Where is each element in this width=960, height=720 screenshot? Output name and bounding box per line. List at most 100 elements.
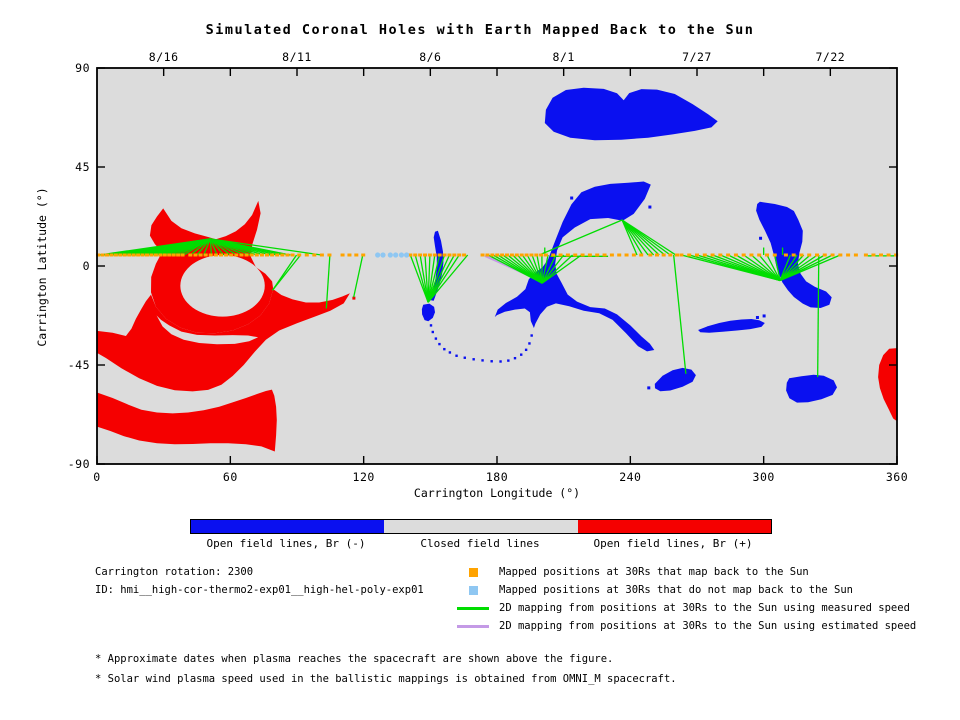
mapped-position-dot [96,253,101,257]
closed-field-gap [156,315,259,345]
mapped-position-dot [234,253,239,257]
mapped-position-dot [167,253,172,257]
mapped-position-dot [539,253,544,257]
mapped-position-dot [846,253,851,257]
colorbar-open-negative [191,520,385,533]
mapping-line-measured [621,219,677,256]
mapped-position-dot [505,253,509,257]
mapped-position-dot [203,253,208,257]
mapped-position-dot [437,253,442,257]
mapped-position-dot [140,253,145,257]
mapped-position-dot [514,253,519,257]
legend-label-estimated: 2D mapping from positions at 30Rs to the… [499,620,917,632]
mapped-position-dot [109,253,114,257]
mapped-position-dot [319,253,324,257]
mapping-line-measured [531,254,543,284]
mapped-position-dot [193,253,198,257]
mapped-position-dot [710,253,715,257]
mapping-line-measured [536,254,543,284]
mapped-position-dot [675,253,679,257]
mapped-position-dot [304,253,309,257]
mapping-line-measured [516,254,543,284]
mapped-position-dot [879,253,883,257]
mapped-position-dot [772,253,777,257]
blue-arc-speck [520,353,523,356]
mapped-position-dot [609,253,614,257]
mapped-position-dot [285,253,290,257]
x-tick-label: 360 [885,470,909,484]
mapped-position-dot [347,253,352,257]
mapped-position-dot [413,253,418,257]
mapped-position-dot [423,253,427,257]
mapped-position-dot [122,253,127,257]
mapped-position-dot [733,253,738,257]
mapped-position-dot [573,253,578,257]
x-tick-label: 240 [619,470,642,484]
mapped-position-dot [617,253,622,257]
mapped-position-dot [131,253,136,257]
y-tick-label: -45 [67,358,90,372]
mapping-line-measured [621,219,638,256]
mapped-position-dot [105,253,109,257]
page-title: Simulated Coronal Holes with Earth Mappe… [205,22,755,38]
top-date-label: 7/27 [682,50,712,64]
mapped-position-dot [162,253,167,257]
mapped-position-dot [871,253,876,257]
mapped-position-dot [118,253,123,257]
mapped-position-dot [100,253,105,257]
mapped-position-dot [198,253,203,257]
mapped-position-dot [648,253,653,257]
mapped-position-dot [529,253,534,257]
x-tick-label: 0 [93,470,101,484]
blue-arc-speck [431,330,434,334]
legend-label-measured: 2D mapping from positions at 30Rs to the… [499,602,910,614]
mapped-position-dot [822,253,827,257]
mapped-position-dot [661,253,666,257]
mapped-position-dot [208,253,213,257]
unmapped-position-dot [387,252,393,258]
mapping-line-measured [541,254,557,284]
mapping-line-measured [427,254,446,303]
mapped-position-dot [791,253,796,257]
coronal-hole-positive [97,389,277,452]
mapped-position-dot [485,253,490,257]
blue-speck [762,314,766,318]
mapping-line-measured [751,254,781,282]
mapped-position-dot [718,253,723,257]
coronal-hole-positive [878,348,897,422]
mapping-line-measured [673,254,687,374]
mapped-position-dot [113,253,118,257]
skyblue-square-icon [469,586,478,595]
mapped-position-dot [655,253,659,257]
mapping-line-measured [743,254,781,282]
blue-arc-speck [443,347,446,351]
mapping-line-measured [779,254,841,282]
mapped-position-dot [180,253,185,257]
mapping-line-measured [758,254,781,281]
mapped-position-dot [340,253,345,257]
blue-speck [759,236,763,240]
closed-field-hole [180,254,265,317]
coronal-hole-negative [494,181,655,352]
mapping-line-measured [766,254,781,281]
mapped-position-dot [687,253,692,257]
blue-arc-speck [434,337,438,340]
mapping-line-measured [779,254,798,281]
mapping-line-measured [774,254,781,281]
top-date-label: 8/1 [552,50,575,64]
mapped-position-dot [244,253,249,257]
mapped-position-dot [490,253,495,257]
mapping-line-measured [427,254,431,303]
mapping-line-measured [427,254,451,303]
mapping-line-measured [621,219,649,256]
mapped-position-dot [265,253,269,257]
orange-square-icon [469,568,478,577]
mapping-line-measured [541,254,573,284]
mapping-line-measured [210,238,291,256]
mapped-position-dot [524,253,529,257]
unmapped-position-dot [398,252,405,258]
mapped-position-dot [639,253,644,257]
mapped-position-dot [149,253,154,257]
mapping-line-measured [209,238,218,256]
